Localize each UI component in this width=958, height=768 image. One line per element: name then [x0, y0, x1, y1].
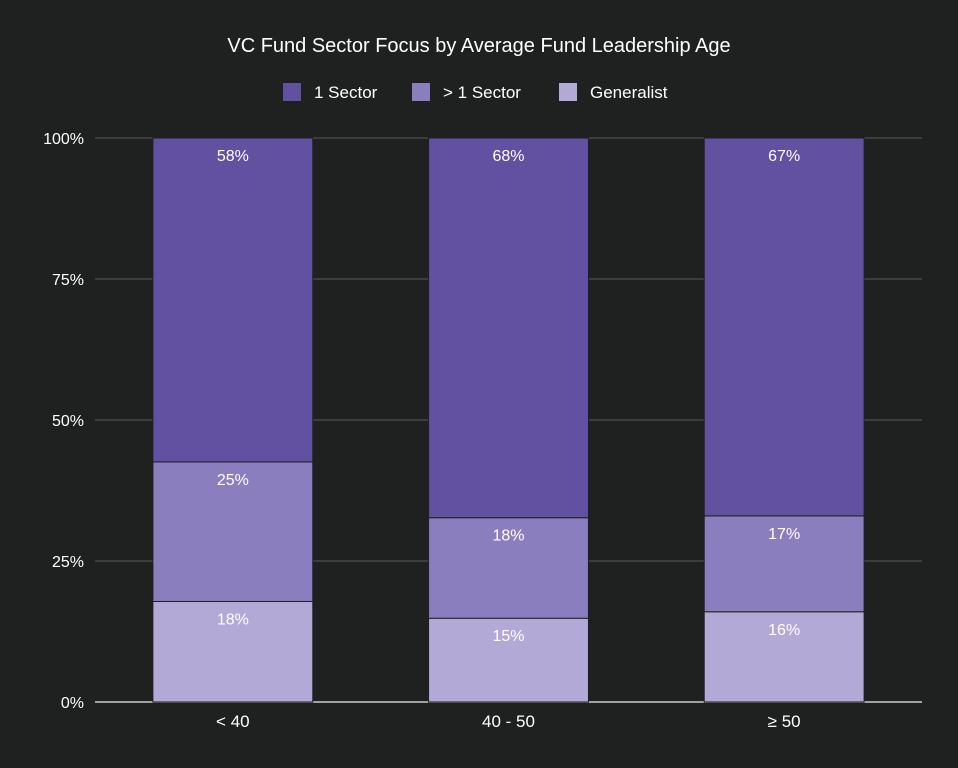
data-label: 25% [217, 472, 249, 489]
data-label: 17% [768, 526, 800, 543]
y-tick-label: 100% [43, 131, 84, 148]
data-label: 67% [768, 148, 800, 165]
data-label: 18% [492, 528, 524, 545]
bars [152, 137, 865, 703]
data-label: 15% [492, 628, 524, 645]
legend-swatch-generalist [559, 83, 577, 101]
bar-segment-1-sector-40 [152, 461, 314, 602]
data-label: 16% [768, 622, 800, 639]
y-tick-label: 75% [52, 272, 84, 289]
legend-label-1-sector: > 1 Sector [443, 83, 521, 102]
legend-swatch-1-sector [412, 83, 430, 101]
x-tick-label: ≥ 50 [768, 712, 801, 731]
legend: 1 Sector > 1 Sector Generalist [283, 83, 668, 102]
data-label: 58% [217, 148, 249, 165]
y-tick-label: 50% [52, 413, 84, 430]
x-tick-label: < 40 [216, 712, 250, 731]
chart-title: VC Fund Sector Focus by Average Fund Lea… [227, 35, 730, 57]
y-tick-label: 25% [52, 554, 84, 571]
bar-segment-generalist-40 [152, 600, 314, 703]
bar-segment-1-sector-40 [152, 137, 314, 463]
x-tick-label: 40 - 50 [482, 712, 535, 731]
legend-swatch-1-sector [283, 83, 301, 101]
data-label: 68% [492, 148, 524, 165]
legend-label-1-sector: 1 Sector [314, 83, 378, 102]
y-tick-label: 0% [61, 695, 84, 712]
bar-segment-1-sector-40-50 [428, 137, 589, 519]
data-label: 18% [217, 611, 249, 628]
x-axis: < 40 40 - 50 ≥ 50 [216, 712, 801, 731]
bar-segment-1-sector-50 [703, 137, 865, 517]
data-labels: 18% 25% 58% 15% 18% 68% 16% 17% 67% [217, 148, 800, 645]
y-axis: 0% 25% 50% 75% 100% [43, 131, 84, 712]
legend-label-generalist: Generalist [590, 83, 668, 102]
